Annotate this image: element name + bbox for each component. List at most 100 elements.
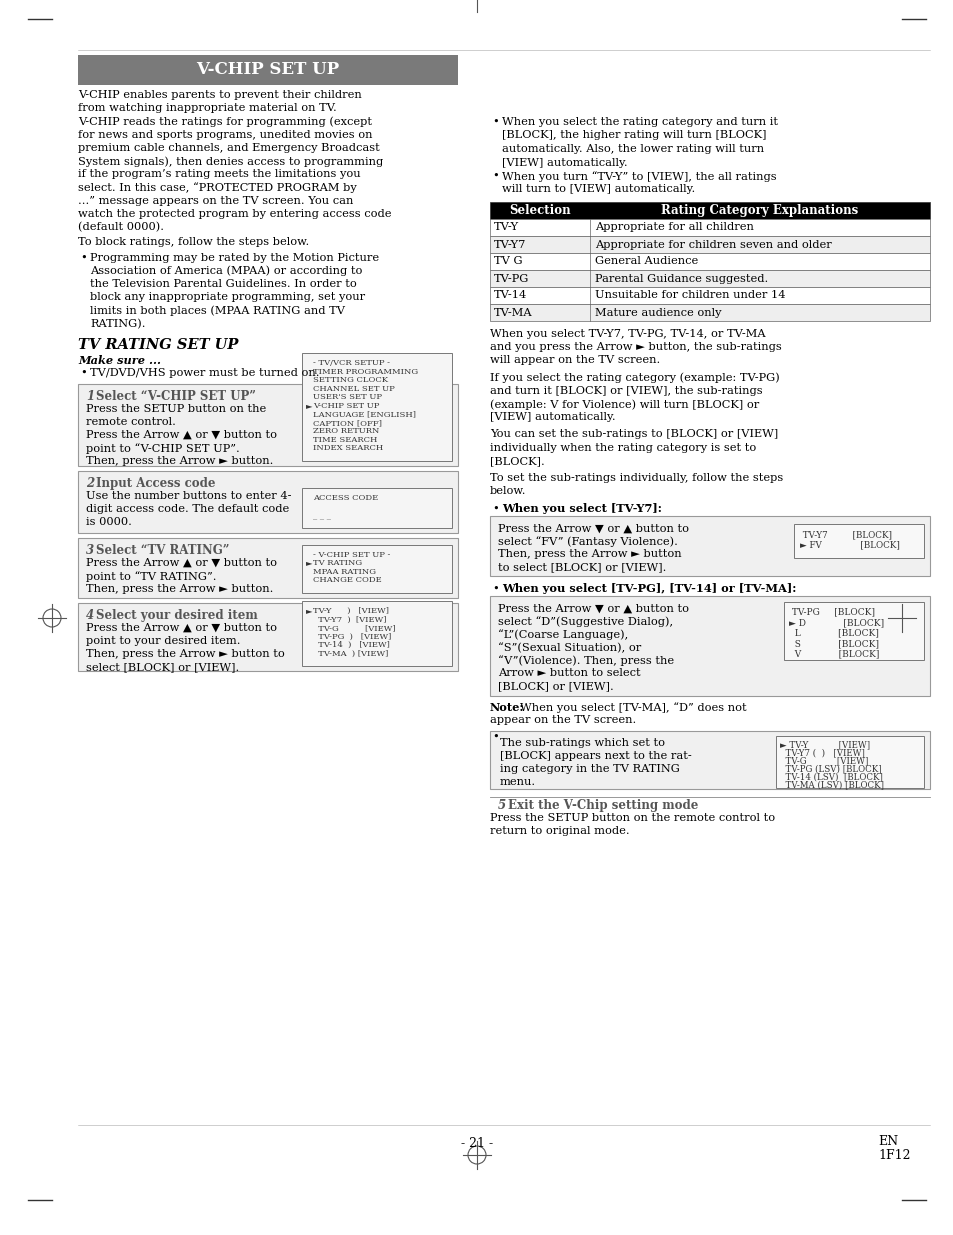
Text: from watching inappropriate material on TV.: from watching inappropriate material on … xyxy=(78,104,336,114)
Text: “V”(Violence). Then, press the: “V”(Violence). Then, press the xyxy=(497,656,674,666)
Text: V-CHIP reads the ratings for programming (except: V-CHIP reads the ratings for programming… xyxy=(78,116,372,127)
Text: 5: 5 xyxy=(497,799,506,813)
Bar xyxy=(78,384,457,466)
Text: •: • xyxy=(80,253,87,263)
Text: and you press the Arrow ► button, the sub-ratings: and you press the Arrow ► button, the su… xyxy=(490,342,781,352)
Text: TIME SEARCH: TIME SEARCH xyxy=(313,436,377,443)
Text: point to “TV RATING”.: point to “TV RATING”. xyxy=(86,571,216,582)
Text: 4: 4 xyxy=(86,609,94,622)
Bar xyxy=(78,471,457,532)
Bar xyxy=(490,270,929,287)
Text: and turn it [BLOCK] or [VIEW], the sub-ratings: and turn it [BLOCK] or [VIEW], the sub-r… xyxy=(490,385,761,395)
Text: TV-MA (LSV) [BLOCK]: TV-MA (LSV) [BLOCK] xyxy=(780,781,883,789)
Bar xyxy=(490,236,929,253)
Text: TV G: TV G xyxy=(494,257,522,267)
Bar xyxy=(302,545,452,593)
Text: To block ratings, follow the steps below.: To block ratings, follow the steps below… xyxy=(78,237,309,247)
Text: menu.: menu. xyxy=(499,777,536,788)
Text: General Audience: General Audience xyxy=(595,257,698,267)
Bar xyxy=(78,56,457,85)
Text: To set the sub-ratings individually, follow the steps: To set the sub-ratings individually, fol… xyxy=(490,473,782,483)
Bar xyxy=(302,601,452,666)
Text: Make sure ...: Make sure ... xyxy=(78,354,161,366)
Bar xyxy=(490,203,929,219)
Text: the Television Parental Guidelines. In order to: the Television Parental Guidelines. In o… xyxy=(90,279,356,289)
Text: TV-14 (LSV)  [BLOCK]: TV-14 (LSV) [BLOCK] xyxy=(780,772,882,782)
Text: Input Access code: Input Access code xyxy=(96,477,215,490)
Text: - 21 -: - 21 - xyxy=(460,1137,493,1150)
Text: Press the Arrow ▼ or ▲ button to: Press the Arrow ▼ or ▲ button to xyxy=(497,604,688,614)
Text: ►: ► xyxy=(306,606,313,615)
Text: watch the protected program by entering access code: watch the protected program by entering … xyxy=(78,209,391,219)
Text: - V-CHIP SET UP -: - V-CHIP SET UP - xyxy=(313,551,390,559)
Text: Rating Category Explanations: Rating Category Explanations xyxy=(660,204,858,217)
Text: ►: ► xyxy=(306,559,313,567)
Text: Select “TV RATING”: Select “TV RATING” xyxy=(96,543,230,557)
Text: point to your desired item.: point to your desired item. xyxy=(86,636,240,646)
Text: [BLOCK], the higher rating will turn [BLOCK]: [BLOCK], the higher rating will turn [BL… xyxy=(501,131,765,141)
Text: individually when the rating category is set to: individually when the rating category is… xyxy=(490,442,756,452)
Text: Then, press the Arrow ► button to: Then, press the Arrow ► button to xyxy=(86,648,284,659)
Text: ►: ► xyxy=(306,401,313,410)
Text: …” message appears on the TV screen. You can: …” message appears on the TV screen. You… xyxy=(78,195,353,205)
Text: remote control.: remote control. xyxy=(86,417,175,427)
Text: ing category in the TV RATING: ing category in the TV RATING xyxy=(499,764,679,774)
Text: ► TV-Y           [VIEW]: ► TV-Y [VIEW] xyxy=(780,741,869,750)
Text: Mature audience only: Mature audience only xyxy=(595,308,720,317)
Text: •: • xyxy=(492,504,498,514)
Bar xyxy=(302,488,452,527)
Text: ► D             [BLOCK]: ► D [BLOCK] xyxy=(788,618,883,627)
Text: Appropriate for children seven and older: Appropriate for children seven and older xyxy=(595,240,831,249)
Text: TV-PG  )   [VIEW]: TV-PG ) [VIEW] xyxy=(313,632,391,641)
Text: Then, press the Arrow ► button: Then, press the Arrow ► button xyxy=(497,550,680,559)
Text: select [BLOCK] or [VIEW].: select [BLOCK] or [VIEW]. xyxy=(86,662,239,672)
Text: TV-Y      )   [VIEW]: TV-Y ) [VIEW] xyxy=(313,606,389,615)
Text: TV-MA  ) [VIEW]: TV-MA ) [VIEW] xyxy=(313,650,388,657)
Text: Association of America (MPAA) or according to: Association of America (MPAA) or accordi… xyxy=(90,266,362,277)
Text: Press the Arrow ▼ or ▲ button to: Press the Arrow ▼ or ▲ button to xyxy=(497,524,688,534)
Text: When you select [TV-MA], “D” does not: When you select [TV-MA], “D” does not xyxy=(519,703,746,713)
Text: Press the SETUP button on the remote control to: Press the SETUP button on the remote con… xyxy=(490,814,774,824)
Text: Use the number buttons to enter 4-: Use the number buttons to enter 4- xyxy=(86,490,292,501)
Text: select. In this case, “PROTECTED PROGRAM by: select. In this case, “PROTECTED PROGRAM… xyxy=(78,183,356,193)
Text: CAPTION [OFF]: CAPTION [OFF] xyxy=(313,419,381,427)
Text: You can set the sub-ratings to [BLOCK] or [VIEW]: You can set the sub-ratings to [BLOCK] o… xyxy=(490,430,778,440)
Text: TV-14  )   [VIEW]: TV-14 ) [VIEW] xyxy=(313,641,390,648)
Text: “L”(Coarse Language),: “L”(Coarse Language), xyxy=(497,630,628,640)
Text: Exit the V-Chip setting mode: Exit the V-Chip setting mode xyxy=(507,799,698,813)
Text: Press the SETUP button on the: Press the SETUP button on the xyxy=(86,404,266,414)
Text: “S”(Sexual Situation), or: “S”(Sexual Situation), or xyxy=(497,642,640,653)
Text: MPAA RATING: MPAA RATING xyxy=(313,568,375,576)
Text: TV RATING: TV RATING xyxy=(313,559,362,567)
Text: LANGUAGE [ENGLISH]: LANGUAGE [ENGLISH] xyxy=(313,410,416,419)
Text: •: • xyxy=(492,731,498,741)
Text: System signals), then denies access to programming: System signals), then denies access to p… xyxy=(78,156,383,167)
Text: Select “V-CHIP SET UP”: Select “V-CHIP SET UP” xyxy=(96,390,255,403)
Bar xyxy=(783,603,923,661)
Text: Then, press the Arrow ► button.: Then, press the Arrow ► button. xyxy=(86,456,274,466)
Text: will appear on the TV screen.: will appear on the TV screen. xyxy=(490,356,659,366)
Text: Parental Guidance suggested.: Parental Guidance suggested. xyxy=(595,273,767,284)
Text: premium cable channels, and Emergency Broadcast: premium cable channels, and Emergency Br… xyxy=(78,143,379,153)
Text: ACCESS CODE: ACCESS CODE xyxy=(313,494,377,503)
Text: Press the Arrow ▲ or ▼ button to: Press the Arrow ▲ or ▼ button to xyxy=(86,558,276,568)
Text: If you select the rating category (example: TV-PG): If you select the rating category (examp… xyxy=(490,373,779,383)
Text: Then, press the Arrow ► button.: Then, press the Arrow ► button. xyxy=(86,584,274,594)
Text: select “FV” (Fantasy Violence).: select “FV” (Fantasy Violence). xyxy=(497,536,678,547)
Text: TV-PG     [BLOCK]: TV-PG [BLOCK] xyxy=(788,608,874,616)
Text: L             [BLOCK]: L [BLOCK] xyxy=(788,629,878,637)
Text: limits in both places (MPAA RATING and TV: limits in both places (MPAA RATING and T… xyxy=(90,305,345,316)
Text: TV-MA: TV-MA xyxy=(494,308,532,317)
Text: ► FV              [BLOCK]: ► FV [BLOCK] xyxy=(800,541,899,550)
Text: digit access code. The default code: digit access code. The default code xyxy=(86,504,289,514)
Bar xyxy=(490,304,929,321)
Text: EN: EN xyxy=(877,1135,897,1149)
Text: [VIEW] automatically.: [VIEW] automatically. xyxy=(501,158,627,168)
Text: TV-PG (LSV) [BLOCK]: TV-PG (LSV) [BLOCK] xyxy=(780,764,881,773)
Text: TV-PG: TV-PG xyxy=(494,273,529,284)
Text: •: • xyxy=(492,117,498,127)
Text: TV-G          [VIEW]: TV-G [VIEW] xyxy=(313,624,395,632)
Text: V-CHIP SET UP: V-CHIP SET UP xyxy=(313,401,379,410)
Text: INDEX SEARCH: INDEX SEARCH xyxy=(313,445,383,452)
Bar xyxy=(793,525,923,558)
